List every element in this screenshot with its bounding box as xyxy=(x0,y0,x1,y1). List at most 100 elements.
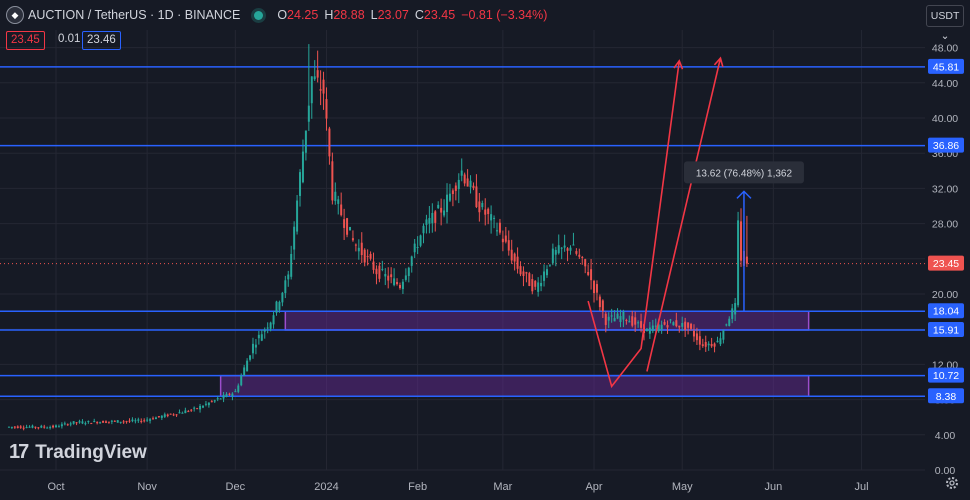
level-price-tag[interactable] xyxy=(928,367,964,383)
support-zones[interactable] xyxy=(219,310,810,398)
candle-body xyxy=(99,422,102,424)
path-drawings[interactable] xyxy=(587,56,724,389)
candle-body xyxy=(437,204,440,209)
last-price-tag[interactable] xyxy=(928,255,964,271)
auction-logo-icon[interactable]: ◆ xyxy=(6,6,24,24)
candle-body xyxy=(701,344,704,346)
candle-body xyxy=(313,76,316,80)
high-label: H xyxy=(324,8,334,22)
candle-body xyxy=(610,315,613,317)
time-axis[interactable]: Oct Nov Dec 2024 Feb Mar Apr May Jun Jul xyxy=(47,481,868,493)
candle-body xyxy=(522,271,525,277)
gear-icon[interactable] xyxy=(944,475,960,491)
candle-body xyxy=(93,420,96,422)
candle-body xyxy=(607,316,610,321)
candle-body xyxy=(543,271,546,281)
price-axis[interactable]: 0.004.008.0012.0016.0020.0024.0028.0032.… xyxy=(925,0,970,500)
candle-body xyxy=(366,256,369,258)
candle-body xyxy=(251,343,254,354)
candle-body xyxy=(578,254,581,257)
candle-body xyxy=(575,251,578,254)
level-price-tag[interactable] xyxy=(928,58,964,74)
measure-label: 13.62 (76.48%) 1,362 xyxy=(696,168,793,179)
candle-body xyxy=(43,426,46,428)
level-price-tag[interactable] xyxy=(928,321,964,337)
candle-body xyxy=(96,421,99,424)
candle-body xyxy=(416,246,419,248)
candle-body xyxy=(728,318,731,326)
candle-body xyxy=(231,393,234,397)
candle-body xyxy=(407,267,410,277)
candle-body xyxy=(707,343,710,346)
candle-body xyxy=(169,413,172,415)
candle-body xyxy=(404,275,407,280)
candle-body xyxy=(328,128,331,157)
candle-body xyxy=(631,316,634,326)
candle-body xyxy=(387,275,390,281)
currency-label: USDT xyxy=(930,10,960,22)
level-price-label: 45.81 xyxy=(933,61,959,73)
candle-body xyxy=(260,334,263,341)
candle-body xyxy=(678,325,681,328)
ask-button[interactable]: 23.46 xyxy=(82,31,121,50)
price-tick-label: 40.00 xyxy=(932,113,958,125)
candle-body xyxy=(104,421,107,423)
level-price-tag[interactable] xyxy=(928,388,964,404)
candle-body xyxy=(375,268,378,275)
candle-body xyxy=(634,317,637,325)
candle-body xyxy=(293,226,296,250)
close-label: C xyxy=(414,8,424,22)
symbol-title[interactable]: AUCTION / TetherUS · 1D · BINANCE xyxy=(28,8,241,22)
chevron-down-icon: ⌄ xyxy=(940,30,950,42)
candle-body xyxy=(152,418,155,420)
high-value: 28.88 xyxy=(333,8,365,22)
candle-body xyxy=(10,426,13,428)
candle-body xyxy=(102,420,105,423)
candle-body xyxy=(137,419,140,421)
candle-body xyxy=(545,269,548,276)
candle-body xyxy=(563,245,566,248)
candle-body xyxy=(675,320,678,327)
level-price-tag[interactable] xyxy=(928,303,964,319)
candle-body xyxy=(457,179,460,190)
candle-body xyxy=(28,426,31,428)
time-tick-label: Mar xyxy=(493,481,512,493)
candle-body xyxy=(81,421,84,424)
candle-body xyxy=(234,391,237,393)
candle-body xyxy=(745,256,748,264)
candle-body xyxy=(622,311,625,320)
candle-body xyxy=(431,212,434,224)
candle-body xyxy=(669,319,672,321)
open-value: 24.25 xyxy=(287,8,319,22)
candle-body xyxy=(319,89,322,91)
candle-body xyxy=(116,420,119,423)
candle-body xyxy=(275,301,278,313)
candle-body xyxy=(490,214,493,221)
low-label: L xyxy=(370,8,378,22)
candle-body xyxy=(360,242,363,256)
price-range-measure[interactable]: 13.62 (76.48%) 1,362 xyxy=(683,161,804,312)
horizontal-levels[interactable] xyxy=(0,66,925,398)
candle-body xyxy=(202,406,204,408)
tradingview-logo[interactable]: 17 TradingView xyxy=(9,441,147,464)
support-zone[interactable] xyxy=(219,374,810,398)
last-price-label: 23.45 xyxy=(933,258,959,270)
candle-body xyxy=(154,417,157,420)
candle-body xyxy=(372,261,375,270)
candle-body xyxy=(63,423,66,425)
path-drawing-1[interactable] xyxy=(587,60,681,389)
candle-body xyxy=(513,253,516,262)
candle-body xyxy=(307,105,310,122)
candle-body xyxy=(216,398,219,400)
candle-body xyxy=(554,250,557,255)
candle-body xyxy=(604,313,607,325)
candle-body xyxy=(55,425,57,428)
level-price-tag[interactable] xyxy=(928,137,964,153)
path-drawing-2[interactable] xyxy=(646,57,722,372)
candle-body xyxy=(396,282,399,285)
bid-button[interactable]: 23.45 xyxy=(6,31,45,50)
currency-selector[interactable]: USDT ⌄ xyxy=(926,5,964,42)
candle-body xyxy=(531,278,534,292)
candle-body xyxy=(219,398,222,400)
